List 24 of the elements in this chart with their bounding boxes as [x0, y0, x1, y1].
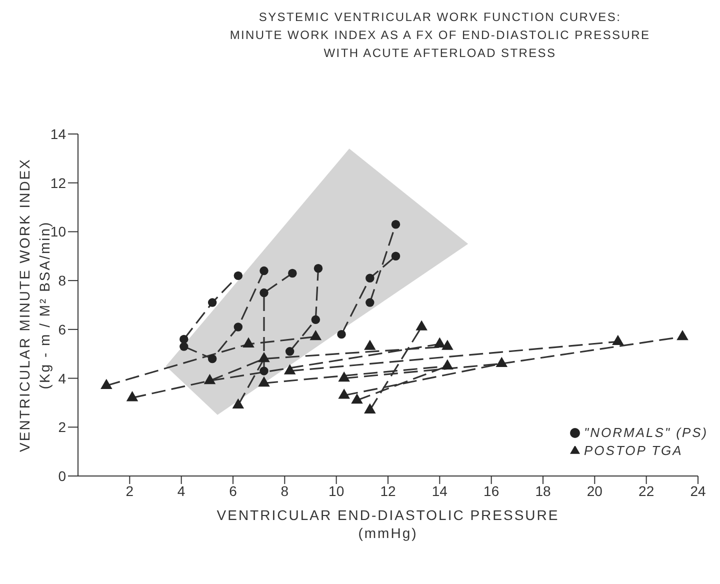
x-tick-label: 12 [380, 482, 396, 499]
y-tick-label: 2 [58, 419, 66, 436]
y-tick-label: 6 [58, 321, 66, 338]
legend-label: "NORMALS" (PS) [584, 425, 708, 440]
x-tick-label: 8 [280, 482, 289, 499]
x-tick-label: 14 [432, 482, 448, 499]
y-tick-label: 0 [58, 468, 66, 484]
x-tick-label: 22 [638, 482, 654, 499]
legend-label: POSTOP TGA [584, 443, 683, 458]
x-tick-label: 24 [690, 482, 706, 499]
x-axis-title: VENTRICULAR END-DIASTOLIC PRESSURE (mmHg) [216, 507, 560, 541]
chart-title: SYSTEMIC VENTRICULAR WORK FUNCTION CURVES: MINUTE WORK INDEX AS A FX OF END-DIASTOLIC PRESSURE WITH ACUTE AFTERLOAD STRESS [228, 9, 652, 62]
x-tick-label: 20 [586, 482, 603, 499]
y-tick-label: 4 [58, 370, 66, 386]
x-tick-label: 10 [328, 482, 344, 499]
x-tick-label: 6 [229, 482, 238, 499]
x-tick-label: 2 [126, 482, 134, 499]
x-tick-label: 4 [177, 482, 186, 499]
y-tick-label: 8 [58, 272, 66, 289]
y-tick-label: 12 [50, 174, 66, 191]
y-axis-title: VENTRICULAR MINUTE WORK INDEX (Kg - m / M² BSA/min) [16, 158, 53, 452]
x-tick-label: 16 [484, 482, 500, 499]
x-tick-label: 18 [535, 482, 551, 499]
y-tick-label: 14 [50, 126, 66, 142]
